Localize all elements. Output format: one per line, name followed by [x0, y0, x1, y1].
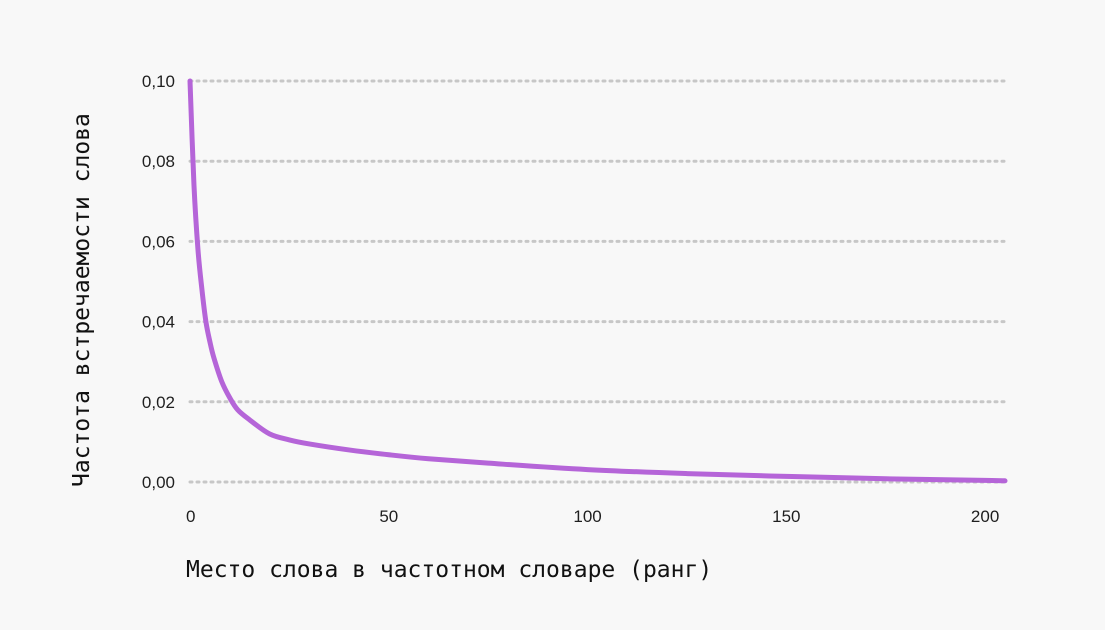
y-tick-label: 0,00	[142, 473, 175, 492]
frequency-curve	[187, 78, 1008, 484]
x-axis-title: Место слова в частотном словаре (ранг)	[186, 557, 712, 583]
x-tick-label: 50	[379, 507, 398, 526]
grid-lines	[188, 79, 1007, 484]
y-axis-ticks: 0,00 0,02 0,04 0,06 0,08 0,10	[142, 72, 175, 492]
y-axis-title: Частота встречаемости слова	[69, 113, 95, 487]
y-tick-label: 0,08	[142, 152, 175, 171]
y-tick-label: 0,04	[142, 313, 175, 332]
x-axis-ticks: 0 50 100 150 200	[186, 507, 999, 526]
y-tick-label: 0,06	[142, 232, 175, 251]
x-tick-label: 0	[186, 507, 195, 526]
x-tick-label: 150	[772, 507, 800, 526]
y-tick-label: 0,10	[142, 72, 175, 91]
y-tick-label: 0,02	[142, 393, 175, 412]
x-tick-label: 100	[573, 507, 601, 526]
x-tick-label: 200	[971, 507, 999, 526]
